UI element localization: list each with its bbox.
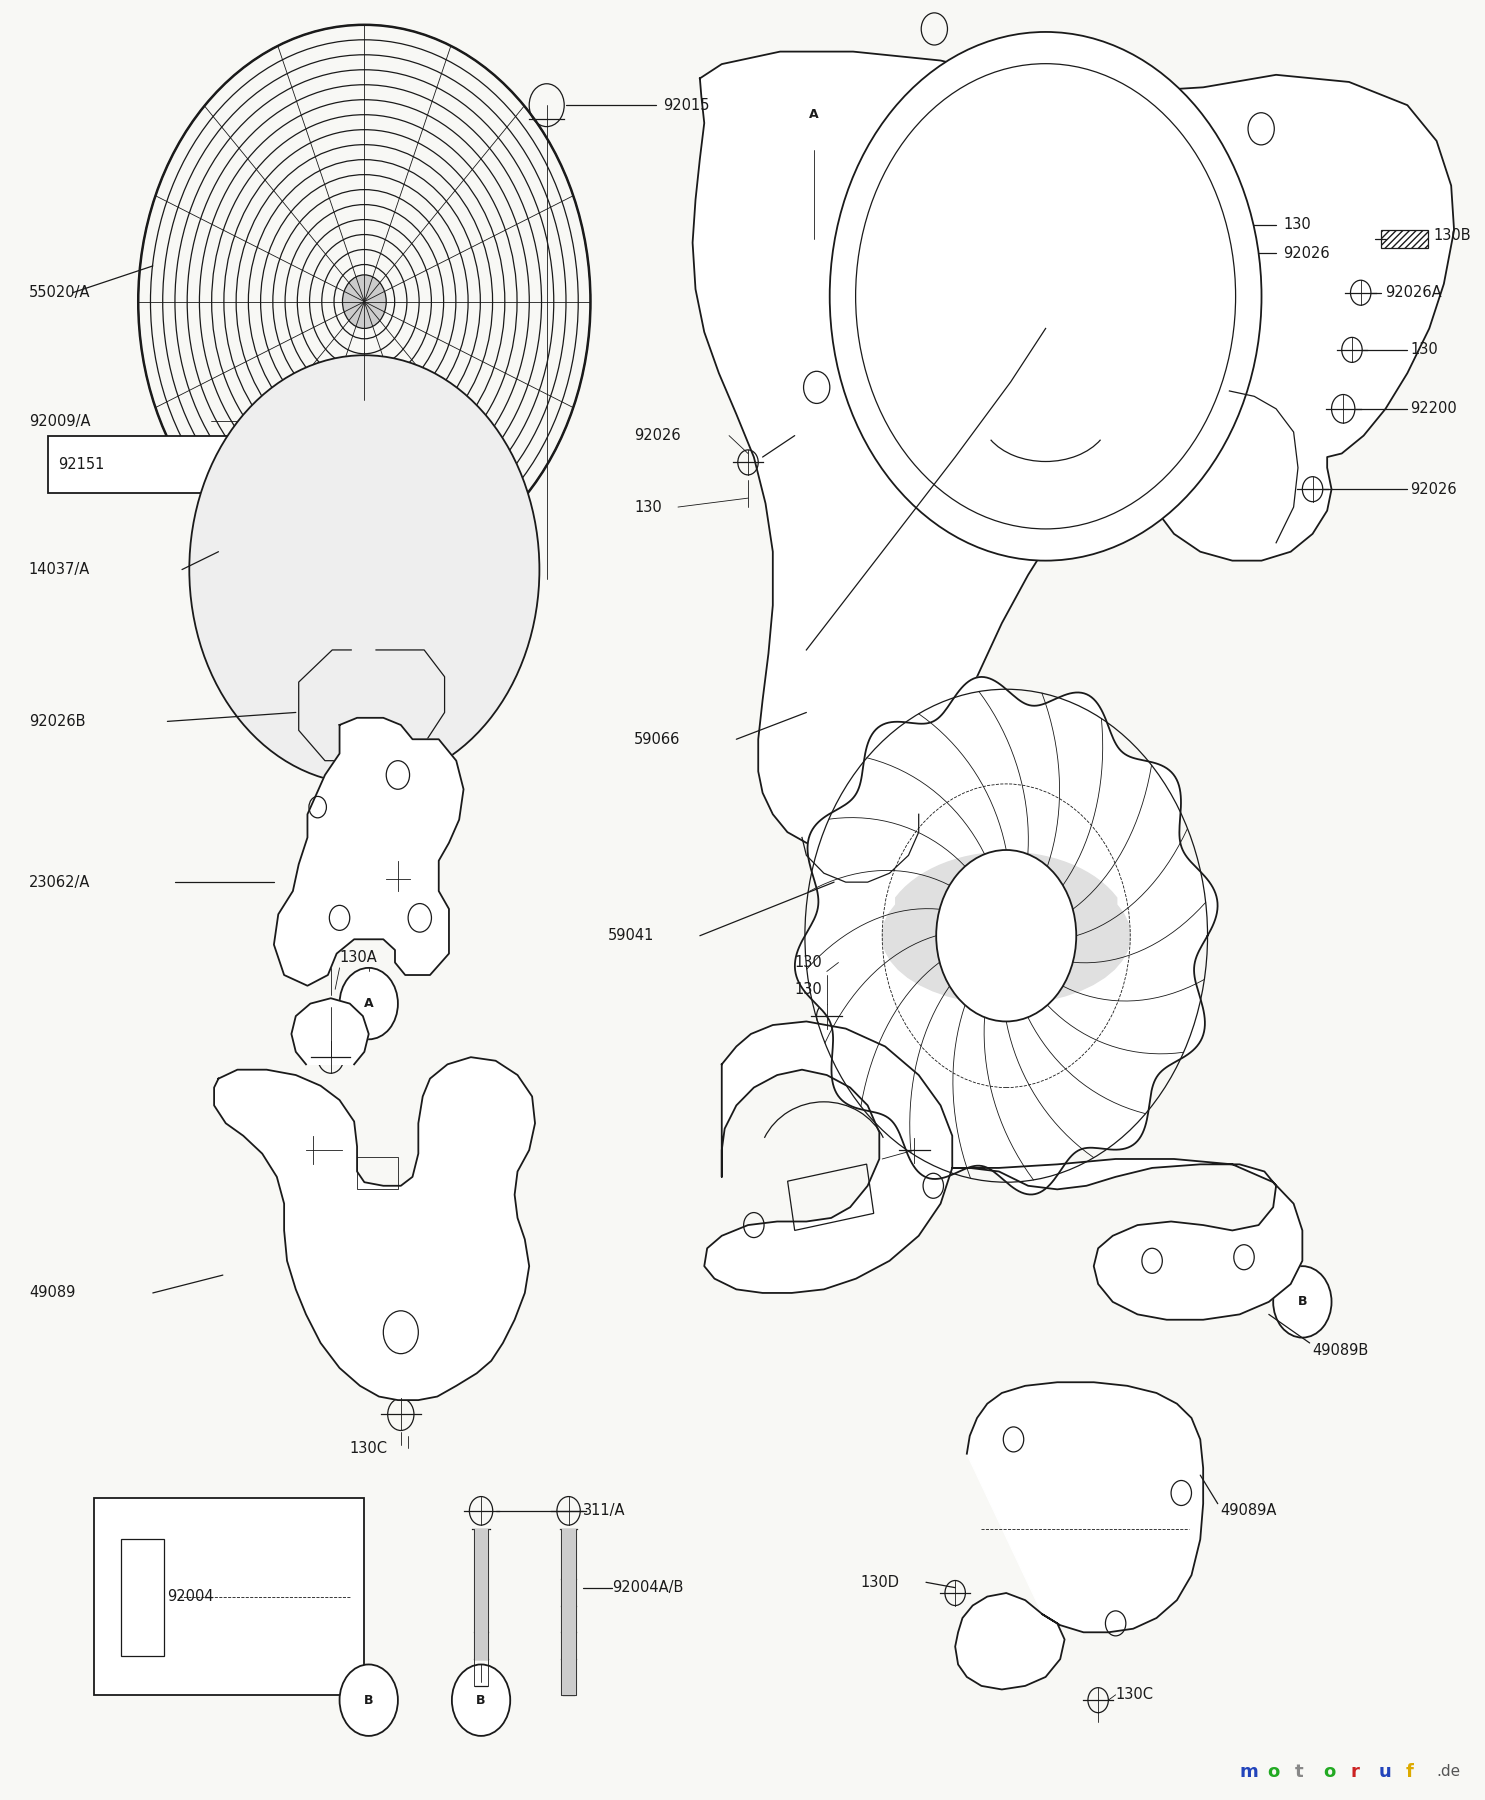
Text: 59066: 59066	[634, 733, 680, 747]
Text: 130B: 130B	[1433, 229, 1472, 243]
Text: o: o	[1267, 1762, 1280, 1780]
Text: 92004A/B: 92004A/B	[612, 1580, 683, 1595]
Text: B: B	[364, 1694, 374, 1706]
Text: 92026: 92026	[634, 428, 680, 443]
Bar	[95, 1498, 364, 1696]
Text: r: r	[1350, 1762, 1359, 1780]
Circle shape	[451, 1665, 511, 1735]
Text: 23062/A: 23062/A	[28, 875, 91, 889]
Bar	[356, 1157, 398, 1190]
Text: 311/A: 311/A	[584, 1503, 625, 1519]
Text: 130: 130	[794, 981, 823, 997]
Circle shape	[189, 355, 539, 785]
Circle shape	[1273, 1265, 1332, 1337]
Text: u: u	[1378, 1762, 1391, 1780]
Circle shape	[340, 1665, 398, 1735]
Circle shape	[784, 79, 843, 149]
Text: .de: .de	[1436, 1764, 1461, 1778]
Text: 130A: 130A	[340, 950, 377, 965]
Text: A: A	[809, 108, 818, 121]
Text: f: f	[1406, 1762, 1414, 1780]
Polygon shape	[952, 1159, 1302, 1319]
Circle shape	[830, 32, 1262, 560]
Text: 49089B: 49089B	[1313, 1343, 1369, 1357]
Text: 92151: 92151	[58, 457, 104, 472]
Text: 92026: 92026	[1283, 247, 1331, 261]
Bar	[1381, 230, 1427, 248]
Text: t: t	[1295, 1762, 1304, 1780]
Circle shape	[405, 463, 451, 520]
Text: 130: 130	[1411, 342, 1437, 358]
Text: 92015: 92015	[664, 97, 710, 113]
Polygon shape	[291, 999, 368, 1064]
Bar	[48, 436, 252, 493]
Bar	[787, 1165, 873, 1231]
Polygon shape	[794, 677, 1218, 1195]
Polygon shape	[214, 1057, 535, 1400]
Text: 130: 130	[634, 500, 662, 515]
Text: 49089: 49089	[28, 1285, 76, 1300]
Text: 14037/A: 14037/A	[28, 562, 91, 578]
Text: o: o	[1323, 1762, 1335, 1780]
Text: 130: 130	[1283, 218, 1311, 232]
Text: 130D: 130D	[860, 1575, 900, 1589]
Polygon shape	[273, 718, 463, 986]
Text: B: B	[1298, 1296, 1307, 1309]
Text: 130C: 130C	[1115, 1687, 1154, 1703]
Circle shape	[339, 538, 391, 601]
Polygon shape	[955, 1382, 1203, 1690]
Circle shape	[936, 850, 1077, 1021]
Text: 92009/A: 92009/A	[28, 414, 91, 428]
Text: 49089A: 49089A	[1221, 1503, 1277, 1519]
Polygon shape	[692, 52, 1454, 846]
Text: 130C: 130C	[350, 1440, 388, 1456]
Text: 92200: 92200	[1411, 401, 1457, 416]
Text: 92004: 92004	[168, 1589, 214, 1604]
Text: B: B	[477, 1694, 486, 1706]
Circle shape	[343, 275, 386, 328]
Polygon shape	[704, 1021, 952, 1292]
Text: m: m	[1240, 1762, 1258, 1780]
Text: 92026A: 92026A	[1386, 284, 1442, 301]
Circle shape	[457, 446, 475, 468]
Text: 130: 130	[794, 956, 823, 970]
Circle shape	[389, 641, 435, 698]
Text: A: A	[364, 997, 374, 1010]
Text: 59041: 59041	[607, 929, 655, 943]
Text: 92026B: 92026B	[28, 715, 85, 729]
Circle shape	[251, 542, 297, 598]
Polygon shape	[882, 851, 1130, 1004]
Text: 55020/A: 55020/A	[28, 284, 91, 301]
Circle shape	[340, 968, 398, 1039]
Text: 92026: 92026	[1411, 482, 1457, 497]
Bar	[120, 1539, 165, 1656]
